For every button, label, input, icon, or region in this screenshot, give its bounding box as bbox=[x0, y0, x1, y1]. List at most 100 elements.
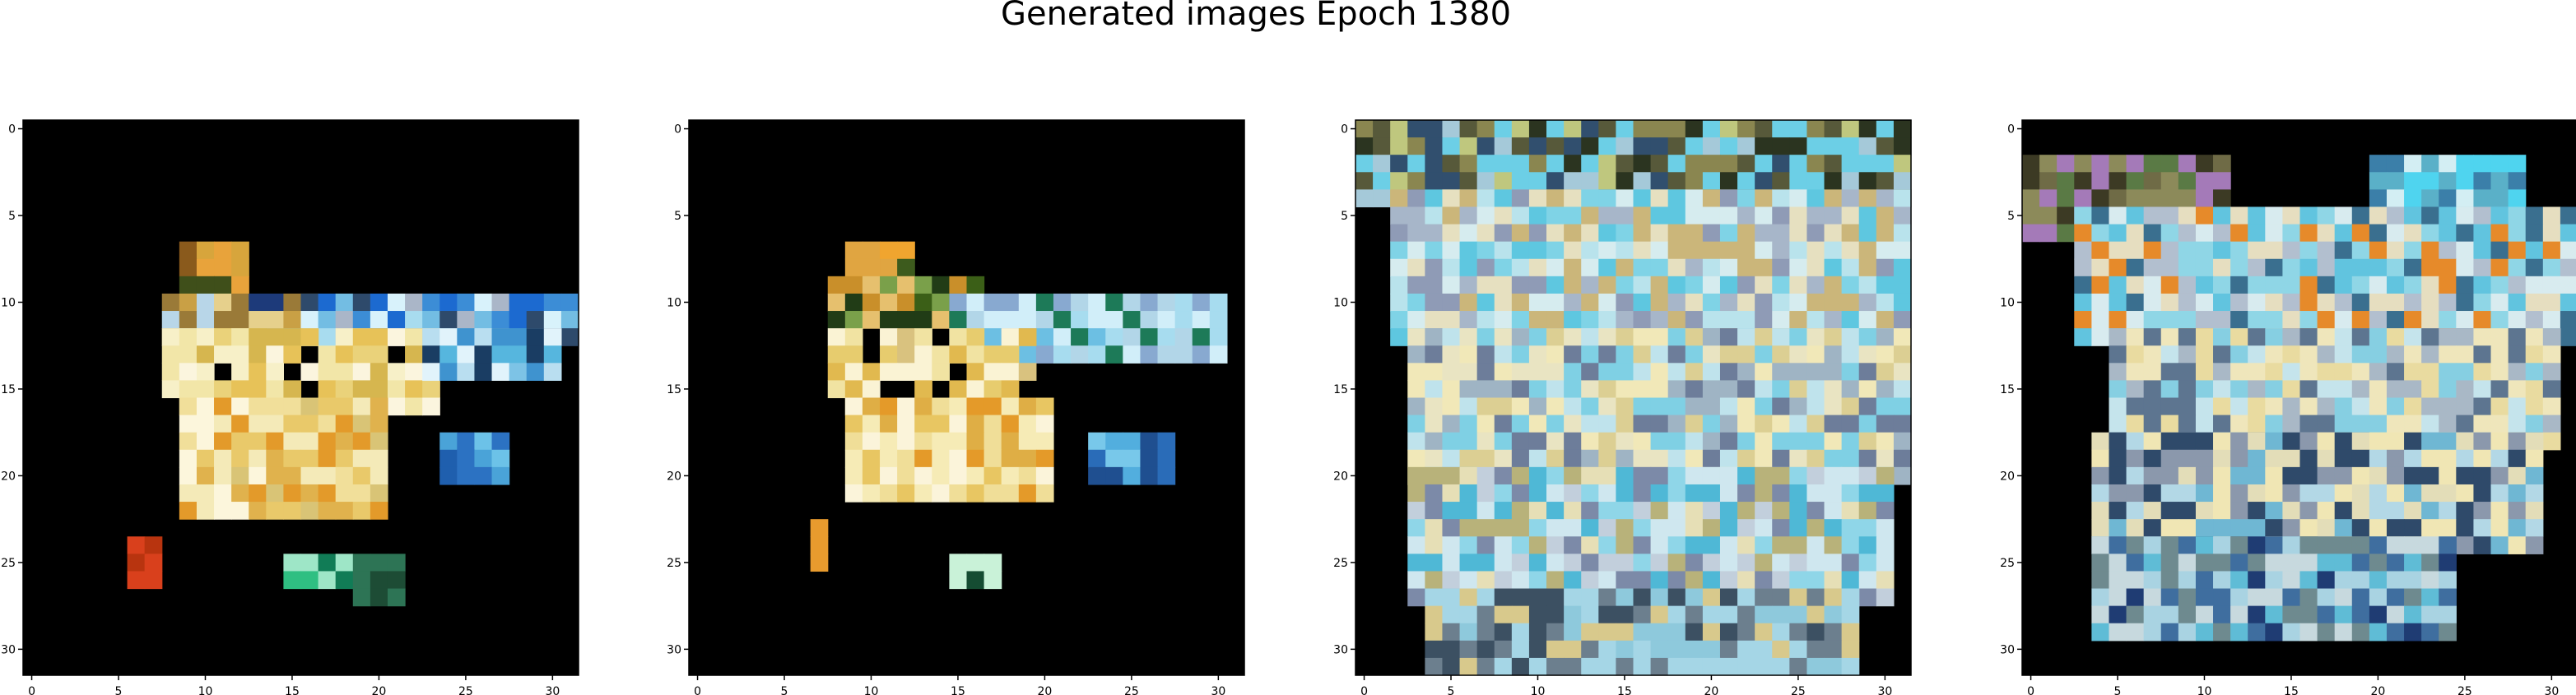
image-pixel bbox=[1018, 328, 1037, 346]
image-pixel bbox=[1425, 502, 1444, 520]
image-pixel bbox=[1494, 554, 1513, 572]
image-pixel bbox=[1035, 449, 1054, 468]
image-pixel bbox=[2143, 588, 2162, 607]
image-pixel bbox=[1528, 206, 1547, 225]
image-pixel bbox=[2542, 224, 2561, 243]
image-pixel bbox=[2195, 484, 2214, 503]
image-pixel bbox=[1719, 657, 1738, 676]
image-pixel bbox=[1598, 449, 1616, 468]
image-pixel bbox=[1789, 276, 1808, 294]
image-pixel bbox=[880, 466, 898, 485]
image-pixel bbox=[2404, 397, 2422, 416]
image-pixel bbox=[2248, 484, 2266, 503]
y-tick-label: 5 bbox=[1341, 210, 1348, 223]
image-pixel bbox=[1018, 397, 1037, 416]
image-pixel bbox=[1702, 172, 1721, 190]
image-pixel bbox=[2439, 536, 2457, 554]
image-pixel bbox=[2508, 241, 2527, 260]
image-pixel bbox=[2213, 311, 2231, 329]
image-pixel bbox=[2369, 605, 2388, 624]
image-pixel bbox=[2299, 293, 2318, 312]
image-pixel bbox=[474, 449, 493, 468]
image-pixel bbox=[352, 466, 371, 485]
image-pixel bbox=[983, 449, 1002, 468]
image-pixel bbox=[1667, 605, 1686, 624]
image-pixel bbox=[1893, 397, 1912, 416]
image-pixel bbox=[2334, 363, 2353, 381]
image-pixel bbox=[1806, 137, 1825, 155]
image-pixel bbox=[249, 293, 267, 312]
image-pixel bbox=[2109, 484, 2127, 503]
image-pixel bbox=[196, 328, 215, 346]
image-pixel bbox=[231, 484, 249, 503]
x-tick-label: 20 bbox=[1038, 685, 1053, 695]
image-pixel bbox=[1633, 519, 1652, 537]
image-pixel bbox=[231, 397, 249, 416]
image-pixel bbox=[1633, 276, 1652, 294]
image-pixel bbox=[1667, 328, 1686, 346]
image-pixel bbox=[2230, 623, 2248, 642]
image-pixel bbox=[1425, 415, 1444, 433]
image-pixel bbox=[1667, 224, 1686, 243]
image-pixel bbox=[1018, 293, 1037, 312]
image-pixel bbox=[1841, 189, 1860, 208]
image-pixel bbox=[2334, 519, 2353, 537]
image-pixel bbox=[1355, 189, 1374, 208]
image-pixel bbox=[2508, 276, 2527, 294]
image-pixel bbox=[1355, 155, 1374, 173]
image-pixel bbox=[2404, 571, 2422, 590]
image-pixel bbox=[897, 258, 915, 277]
image-pixel bbox=[2351, 415, 2370, 433]
image-pixel bbox=[1789, 519, 1808, 537]
image-pixel bbox=[2404, 328, 2422, 346]
image-pixel bbox=[144, 536, 163, 554]
image-pixel bbox=[1528, 328, 1547, 346]
image-pixel bbox=[966, 571, 985, 590]
image-pixel bbox=[1667, 536, 1686, 554]
image-pixel bbox=[2369, 328, 2388, 346]
image-pixel bbox=[1719, 571, 1738, 590]
image-pixel bbox=[1616, 172, 1634, 190]
image-pixel bbox=[1494, 363, 1513, 381]
image-pixel bbox=[543, 328, 562, 346]
image-pixel bbox=[2109, 519, 2127, 537]
image-pixel bbox=[2525, 328, 2544, 346]
image-pixel bbox=[2473, 449, 2492, 468]
y-tick-label: 30 bbox=[667, 643, 681, 656]
image-pixel bbox=[1858, 276, 1877, 294]
image-pixel bbox=[2473, 311, 2492, 329]
image-pixel bbox=[526, 363, 545, 381]
image-pixel bbox=[1390, 206, 1408, 225]
image-pixel bbox=[1528, 155, 1547, 173]
image-pixel bbox=[2126, 502, 2145, 520]
image-pixel bbox=[1546, 363, 1565, 381]
image-pixel bbox=[1719, 554, 1738, 572]
image-pixel bbox=[1192, 345, 1211, 364]
image-pixel bbox=[2160, 536, 2179, 554]
image-pixel bbox=[2334, 588, 2353, 607]
image-pixel bbox=[1667, 363, 1686, 381]
x-tick-label: 10 bbox=[2197, 685, 2212, 695]
image-pixel bbox=[2126, 588, 2145, 607]
image-pixel bbox=[2126, 449, 2145, 468]
image-pixel bbox=[2213, 432, 2231, 451]
image-pixel bbox=[1702, 328, 1721, 346]
image-pixel bbox=[1598, 554, 1616, 572]
image-pixel bbox=[1581, 155, 1599, 173]
image-pixel bbox=[1633, 311, 1652, 329]
image-pixel bbox=[949, 554, 968, 572]
image-pixel bbox=[2404, 189, 2422, 208]
image-pixel bbox=[1528, 363, 1547, 381]
image-pixel bbox=[2143, 345, 2162, 364]
image-pixel bbox=[2282, 519, 2301, 537]
image-pixel bbox=[1459, 241, 1478, 260]
image-pixel bbox=[2178, 206, 2197, 225]
x-tick-label: 30 bbox=[1877, 685, 1892, 695]
y-tick-label: 25 bbox=[667, 557, 681, 570]
image-pixel bbox=[1702, 224, 1721, 243]
image-pixel bbox=[1494, 189, 1513, 208]
image-pixel bbox=[1806, 345, 1825, 364]
image-pixel bbox=[1105, 345, 1123, 364]
image-pixel bbox=[2178, 623, 2197, 642]
image-pixel bbox=[1373, 155, 1391, 173]
